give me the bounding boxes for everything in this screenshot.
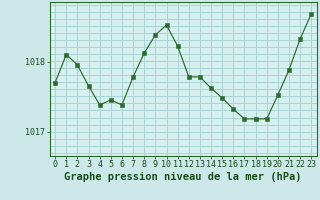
X-axis label: Graphe pression niveau de la mer (hPa): Graphe pression niveau de la mer (hPa) — [64, 172, 302, 182]
